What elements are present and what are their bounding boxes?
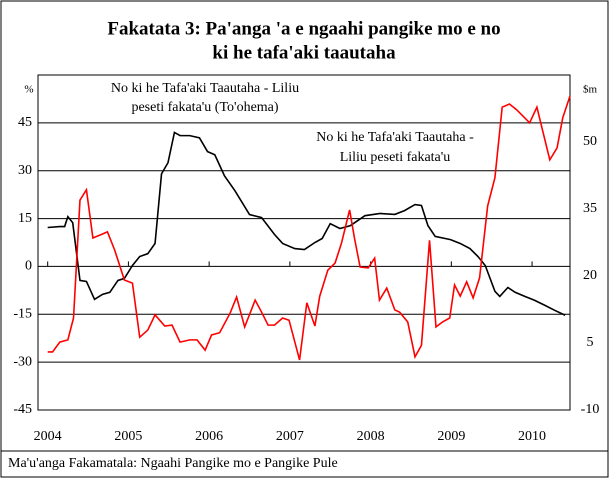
annotation: peseti fakata'u (To'ohema) xyxy=(131,100,278,115)
y2-tick-label: 50 xyxy=(583,134,597,149)
x-tick-label: 2004 xyxy=(34,429,62,444)
x-tick-label: 2007 xyxy=(276,429,304,444)
y-tick-label: 45 xyxy=(18,115,32,130)
x-tick-label: 2008 xyxy=(357,429,385,444)
chart-title: Fakatata 3: Pa'anga 'a e ngaahi pangike … xyxy=(107,18,500,39)
plot-border xyxy=(37,74,571,411)
y-tick-label: -30 xyxy=(13,354,32,369)
annotation: No ki he Tafa'aki Taautaha - xyxy=(316,130,474,145)
y-tick-label: -15 xyxy=(13,307,32,322)
chart-title: ki he tafa'aki taautaha xyxy=(212,42,396,63)
annotation: Liliu peseti fakata'u xyxy=(340,150,451,165)
y-tick-label: -45 xyxy=(13,402,32,417)
y-tick-label: 30 xyxy=(18,163,32,178)
series-line xyxy=(47,131,566,316)
source: Ma'u'anga Fakamatala: Ngaahi Pangike mo … xyxy=(8,456,338,471)
y-tick-label: 0 xyxy=(25,259,32,274)
y-axis-label: % xyxy=(24,84,33,96)
x-tick-label: 2009 xyxy=(437,429,465,444)
x-tick-label: 2005 xyxy=(114,429,142,444)
series-line xyxy=(47,95,571,361)
x-tick-label: 2010 xyxy=(518,429,546,444)
annotation: No ki he Tafa'aki Taautaha - Liliu xyxy=(111,81,299,96)
y2-axis-label: $m xyxy=(583,84,598,96)
y2-tick-label: -10 xyxy=(581,402,600,417)
y2-tick-label: 20 xyxy=(583,268,597,283)
y2-tick-label: 5 xyxy=(587,335,594,350)
y2-tick-label: 35 xyxy=(583,201,597,216)
y-tick-label: 15 xyxy=(18,211,32,226)
x-tick-label: 2006 xyxy=(195,429,223,444)
